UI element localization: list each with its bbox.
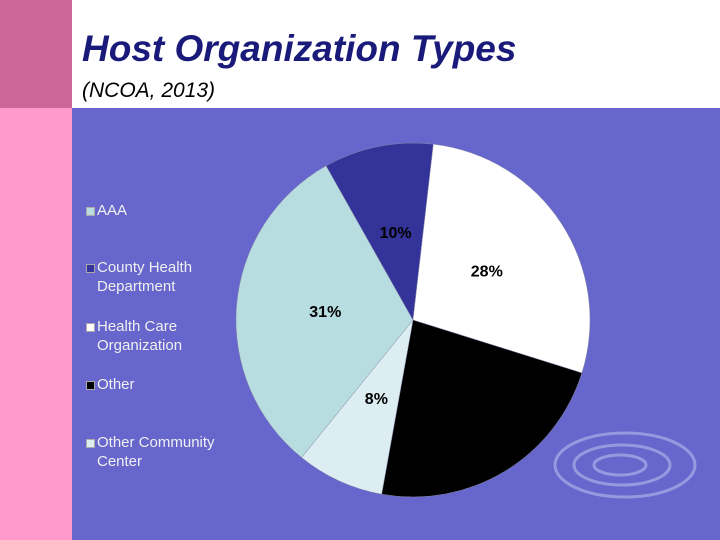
legend-swatch — [86, 439, 95, 448]
data-label: 10% — [380, 225, 412, 242]
legend-label: AAA — [97, 202, 128, 219]
legend-entry: AAA — [84, 201, 227, 220]
pie-slice — [412, 143, 591, 374]
legend-label: Other Community Center — [97, 434, 215, 470]
legend-label: Other — [97, 376, 135, 393]
header-band — [72, 0, 720, 108]
pie-slice — [381, 319, 583, 498]
chart-title: Host Organization Types — [82, 28, 517, 69]
legend-swatch — [86, 381, 95, 390]
legend-swatch — [86, 323, 95, 332]
legend-entry: Other Community Center — [84, 433, 227, 471]
pie-slice — [301, 319, 414, 495]
legend-entry: County Health Department — [84, 258, 227, 296]
logo — [553, 431, 697, 499]
legend-entry: Other — [84, 375, 227, 394]
legend-swatch — [86, 264, 95, 273]
legend-label: County Health Department — [97, 259, 193, 295]
data-label: 31% — [309, 304, 341, 321]
legend-entry: Health Care Organization — [84, 317, 227, 355]
data-label: 28% — [471, 263, 503, 280]
chart-subtitle: (NCOA, 2013) — [82, 79, 216, 102]
pie-slice — [325, 142, 434, 321]
legend-label: Health Care Organization — [97, 318, 183, 354]
side-strip-top — [0, 0, 72, 108]
data-label: 8% — [365, 391, 388, 408]
pie-slice — [235, 165, 414, 458]
legend-swatch — [86, 207, 95, 216]
